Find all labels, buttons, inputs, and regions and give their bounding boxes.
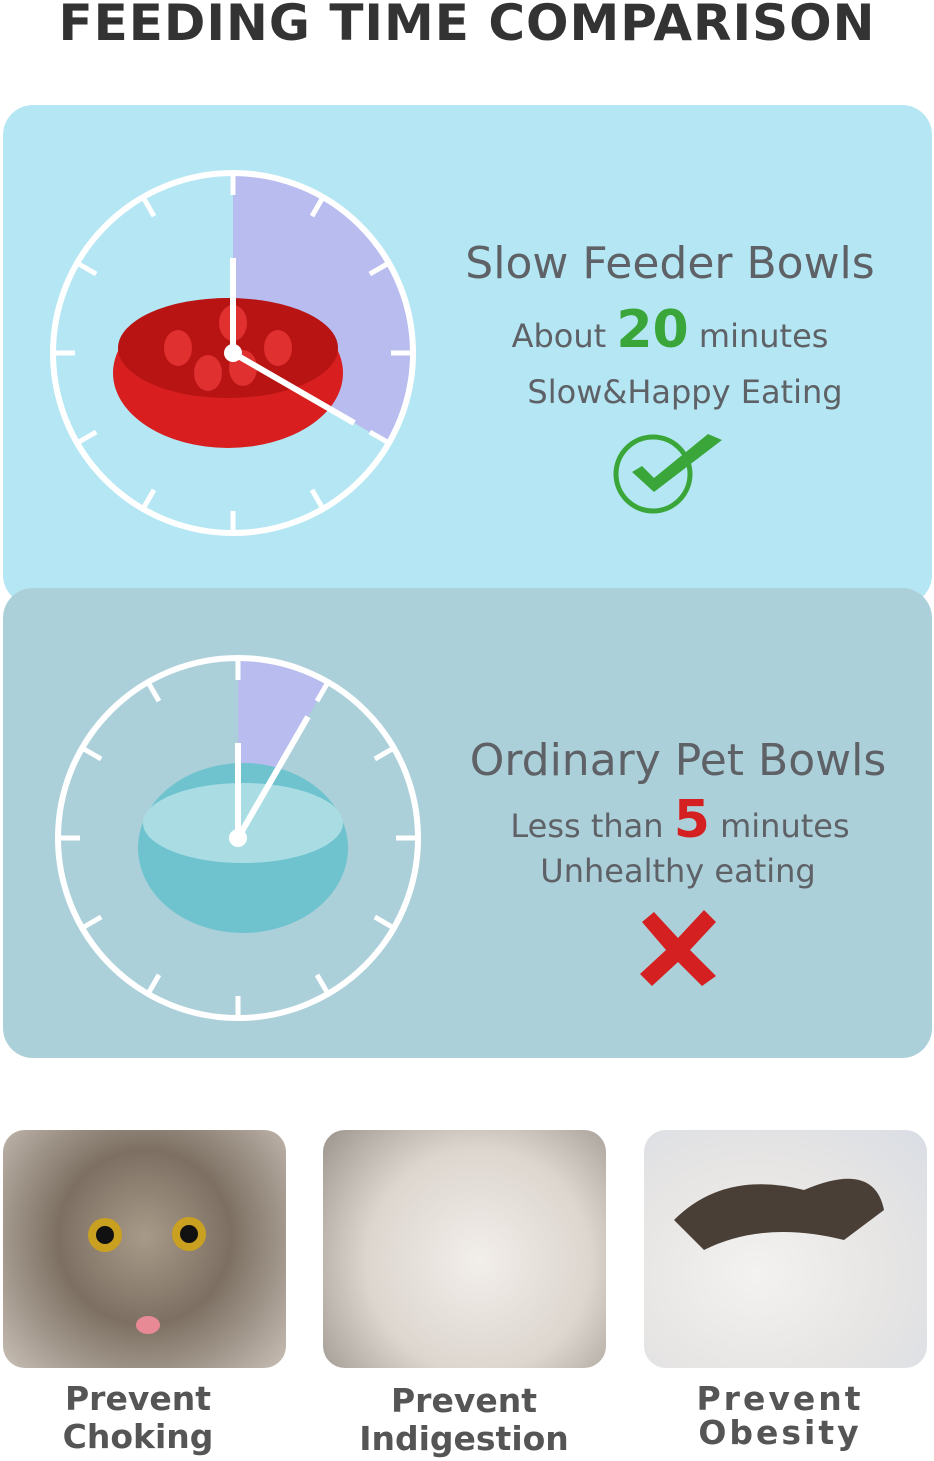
slow-suffix: minutes — [698, 317, 829, 355]
ordinary-suffix: minutes — [720, 807, 850, 845]
benefit-indigestion: Prevent Indigestion — [359, 1381, 569, 1458]
clock-center — [224, 344, 242, 362]
benefit-choking: Prevent Choking — [62, 1379, 214, 1456]
clock-center — [229, 829, 247, 847]
page-title: FEEDING TIME COMPARISON — [58, 0, 876, 52]
slow-heading: Slow Feeder Bowls — [465, 238, 875, 289]
benefit-obesity: Prevent Obesity — [696, 1379, 864, 1452]
ordinary-time: Less than 5 minutes — [450, 790, 910, 850]
clock-tick — [80, 745, 103, 762]
bowl-bump — [264, 330, 292, 366]
slow-caption: Slow&Happy Eating — [527, 373, 843, 411]
clock-tick — [314, 973, 331, 996]
ordinary-bowl-clock — [55, 655, 421, 1021]
clock-tick — [140, 195, 157, 218]
clock-tick — [145, 973, 162, 996]
clock-tick — [368, 260, 391, 277]
clock-tick — [373, 745, 396, 762]
minute-hand — [231, 350, 356, 426]
clock-tick — [75, 260, 98, 277]
slow-feeder-clock — [50, 170, 416, 536]
ordinary-heading: Ordinary Pet Bowls — [469, 735, 887, 786]
slow-prefix: About — [511, 317, 607, 355]
bowl-inner — [143, 783, 343, 863]
slow-number: 20 — [616, 300, 689, 360]
minute-hand — [235, 715, 311, 840]
cross-icon — [640, 910, 716, 986]
slow-time: About 20 minutes — [440, 300, 900, 360]
clock-tick — [140, 488, 157, 511]
bowl-bump — [164, 330, 192, 366]
ordinary-caption: Unhealthy eating — [540, 852, 816, 890]
ordinary-number: 5 — [673, 790, 710, 850]
photo-obese-cat — [644, 1130, 927, 1368]
check-icon — [613, 434, 722, 514]
photo-choking-cat — [3, 1130, 286, 1368]
clock-tick — [80, 914, 103, 931]
ordinary-prefix: Less than — [510, 807, 664, 845]
clock-tick — [373, 914, 396, 931]
clock-tick — [309, 195, 326, 218]
clock-tick — [75, 429, 98, 446]
clock-tick — [368, 429, 391, 446]
clock-tick — [314, 680, 331, 703]
bowl-bump — [194, 355, 222, 391]
photo-sleeping-cat — [323, 1130, 606, 1368]
clock-tick — [309, 488, 326, 511]
clock-tick — [145, 680, 162, 703]
